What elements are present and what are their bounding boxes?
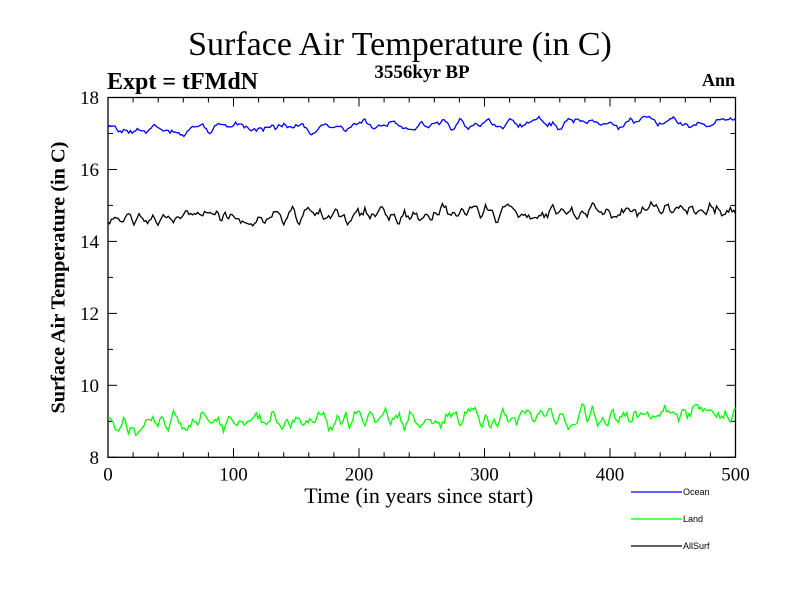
svg-text:200: 200 <box>345 464 374 485</box>
svg-text:300: 300 <box>470 464 499 485</box>
svg-text:14: 14 <box>80 232 100 253</box>
svg-text:0: 0 <box>103 464 113 485</box>
svg-text:500: 500 <box>721 464 750 485</box>
svg-text:AllSurf: AllSurf <box>683 541 710 551</box>
svg-text:18: 18 <box>80 88 99 109</box>
svg-text:10: 10 <box>80 376 99 397</box>
svg-text:12: 12 <box>80 304 99 325</box>
svg-text:16: 16 <box>80 160 99 181</box>
svg-text:Ocean: Ocean <box>683 487 710 497</box>
svg-text:100: 100 <box>219 464 248 485</box>
svg-text:400: 400 <box>596 464 625 485</box>
svg-text:8: 8 <box>90 448 100 469</box>
svg-text:Land: Land <box>683 514 703 524</box>
